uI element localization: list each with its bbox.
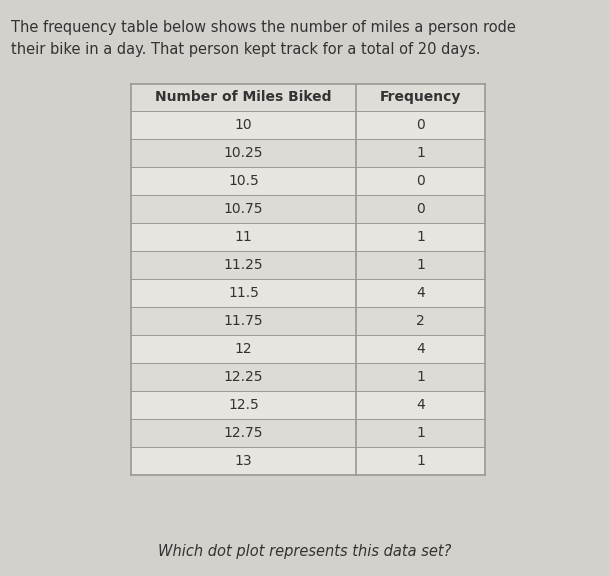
Text: The frequency table below shows the number of miles a person rode: The frequency table below shows the numb… bbox=[11, 20, 516, 35]
Text: 13: 13 bbox=[235, 454, 253, 468]
Text: 10: 10 bbox=[235, 119, 253, 132]
Text: their bike in a day. That person kept track for a total of 20 days.: their bike in a day. That person kept tr… bbox=[11, 42, 481, 57]
Bar bbox=[131, 335, 485, 363]
Text: 11: 11 bbox=[235, 230, 253, 244]
Bar bbox=[131, 363, 485, 391]
Bar bbox=[131, 279, 485, 307]
Bar bbox=[131, 112, 485, 139]
Bar bbox=[131, 447, 485, 475]
Bar bbox=[131, 84, 485, 112]
Text: 11.75: 11.75 bbox=[224, 314, 264, 328]
Text: 10.75: 10.75 bbox=[224, 202, 264, 216]
Text: 0: 0 bbox=[416, 119, 425, 132]
Text: 1: 1 bbox=[416, 146, 425, 160]
Text: 2: 2 bbox=[416, 314, 425, 328]
Bar bbox=[131, 223, 485, 251]
Text: 12.25: 12.25 bbox=[224, 370, 264, 384]
Text: 11.5: 11.5 bbox=[228, 286, 259, 300]
Text: 0: 0 bbox=[416, 175, 425, 188]
Text: 10.5: 10.5 bbox=[228, 175, 259, 188]
Text: 1: 1 bbox=[416, 426, 425, 439]
Text: 0: 0 bbox=[416, 202, 425, 216]
Text: Number of Miles Biked: Number of Miles Biked bbox=[155, 90, 332, 104]
Text: 1: 1 bbox=[416, 258, 425, 272]
Bar bbox=[131, 307, 485, 335]
Text: Frequency: Frequency bbox=[379, 90, 461, 104]
Text: 11.25: 11.25 bbox=[224, 258, 264, 272]
Text: 1: 1 bbox=[416, 230, 425, 244]
Text: 1: 1 bbox=[416, 370, 425, 384]
Bar bbox=[131, 168, 485, 195]
Bar bbox=[131, 391, 485, 419]
Text: Which dot plot represents this data set?: Which dot plot represents this data set? bbox=[159, 544, 451, 559]
Text: 4: 4 bbox=[416, 286, 425, 300]
Text: 1: 1 bbox=[416, 454, 425, 468]
Bar bbox=[131, 195, 485, 223]
Bar bbox=[131, 419, 485, 447]
Text: 4: 4 bbox=[416, 342, 425, 356]
Text: 12.5: 12.5 bbox=[228, 398, 259, 412]
Bar bbox=[131, 84, 485, 475]
Text: 4: 4 bbox=[416, 398, 425, 412]
Text: 10.25: 10.25 bbox=[224, 146, 264, 160]
Bar bbox=[131, 251, 485, 279]
Text: 12.75: 12.75 bbox=[224, 426, 264, 439]
Bar bbox=[131, 139, 485, 167]
Text: 12: 12 bbox=[235, 342, 253, 356]
